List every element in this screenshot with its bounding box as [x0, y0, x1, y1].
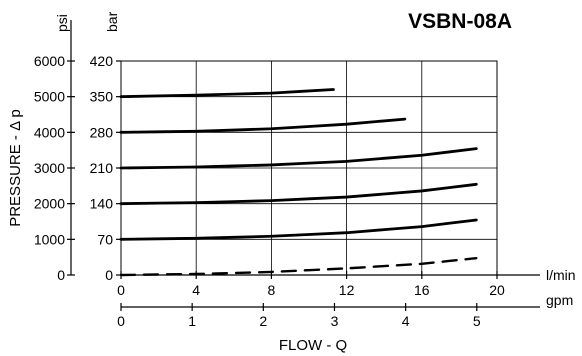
y-tick-label-psi: 0	[57, 267, 65, 283]
series-curve-5	[119, 218, 478, 241]
x-tick-label-lmin: 20	[489, 282, 505, 298]
x-tick-label-lmin: 12	[339, 282, 355, 298]
y-axis-label: PRESSURE - Δ p	[7, 109, 24, 227]
y-tick-label-bar: 420	[90, 53, 114, 69]
series-curve-4	[119, 182, 478, 206]
y-tick-label-psi: 2000	[34, 196, 65, 212]
x-tick-label-lmin: 4	[192, 282, 200, 298]
y-tick-label-psi: 1000	[34, 231, 65, 247]
x-tick-label-gpm: 0	[117, 313, 125, 329]
chart-axes: 0 4 8 12 16 200 1 2 3 4 50701402102803504200100020…	[34, 20, 540, 329]
bar-unit-label: bar	[104, 11, 120, 32]
psi-unit-label: psi	[54, 14, 70, 32]
x-tick-label-lmin: 0	[117, 282, 125, 298]
y-tick-label-psi: 6000	[34, 53, 65, 69]
y-tick-label-psi: 4000	[34, 124, 65, 140]
x-tick-label-lmin: 8	[268, 282, 276, 298]
lmin-unit-label: l/min	[546, 267, 576, 283]
x-tick-label-gpm: 1	[188, 313, 196, 329]
y-tick-label-bar: 280	[90, 124, 114, 140]
y-tick-label-psi: 3000	[34, 160, 65, 176]
x-tick-label-gpm: 4	[402, 313, 410, 329]
x-tick-label-gpm: 3	[331, 313, 339, 329]
y-tick-label-bar: 0	[105, 267, 113, 283]
x-tick-label-gpm: 5	[473, 313, 481, 329]
chart-title: VSBN-08A	[408, 10, 512, 33]
series-curve-2	[119, 117, 407, 134]
chart-series	[119, 88, 478, 277]
x-axis-label: FLOW - Q	[279, 337, 347, 354]
series-curve-3	[119, 147, 478, 170]
y-tick-label-bar: 350	[90, 89, 114, 105]
y-tick-label-bar: 140	[90, 196, 114, 212]
x-tick-label-lmin: 16	[414, 282, 430, 298]
y-tick-label-bar: 210	[90, 160, 114, 176]
y-tick-label-bar: 70	[97, 231, 113, 247]
y-tick-label-psi: 5000	[34, 89, 65, 105]
series-curve-6	[119, 256, 478, 277]
gpm-unit-label: gpm	[546, 292, 573, 308]
x-tick-label-gpm: 2	[259, 313, 267, 329]
series-curve-1	[119, 88, 335, 99]
